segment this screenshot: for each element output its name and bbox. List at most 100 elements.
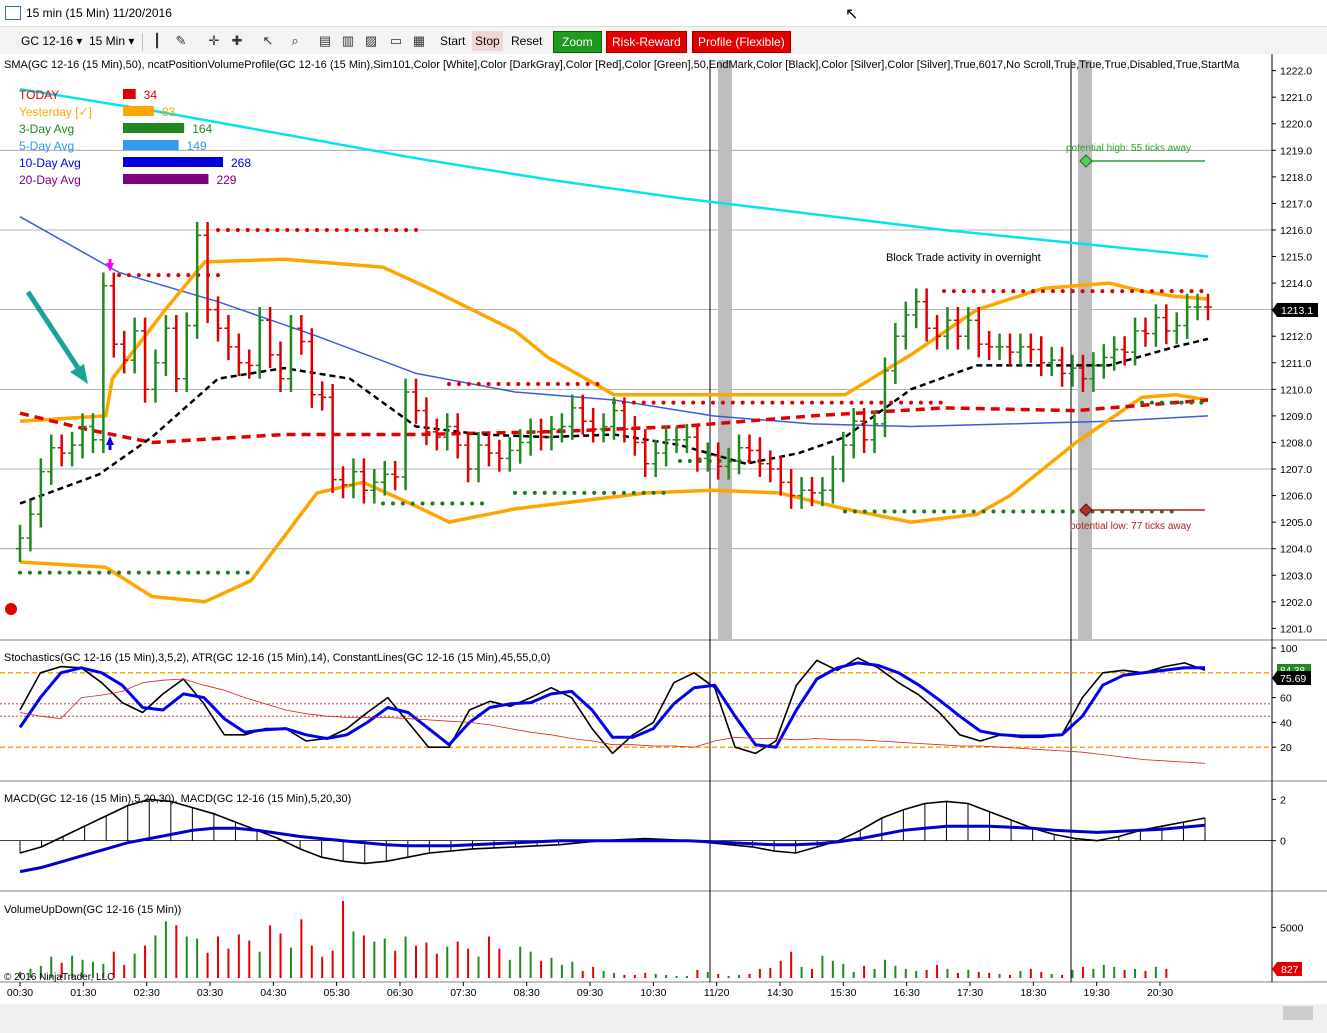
level-dot [585,382,590,387]
price-tick-label: 1202.0 [1280,597,1312,609]
level-dot [829,400,834,405]
price-axes: 1222.0 1221.0 1220.0 1219.0 1218.0 1217.0 1216… [1271,54,1312,982]
price-bar [464,431,473,483]
level-dot [892,509,897,514]
level-dot [216,570,220,575]
time-tick-label: 03:30 [197,987,223,999]
volume-profile-row: 5-Day Avg 149 [19,139,207,153]
level-dot [225,227,230,232]
scrollbar-thumb [1283,1006,1313,1020]
time-tick-label: 07:30 [450,987,476,999]
price-bar [78,413,87,459]
price-bar [662,426,671,467]
instrument-selector[interactable]: GC 12-16 ▾ [21,34,83,48]
chart-area[interactable]: 1222.0 1221.0 1220.0 1219.0 1218.0 1217.0 1216… [0,54,1327,1033]
level-dot [1080,289,1085,294]
price-bar [1183,293,1192,339]
level-dot [374,227,379,232]
level-dot [364,227,369,232]
price-bar [505,437,514,472]
crosshair-icon[interactable]: ✛ [208,33,220,48]
draw-pencil-icon[interactable]: ✎ [175,33,187,48]
level-dot [872,509,877,514]
level-dot [1179,400,1184,405]
risk-reward-button[interactable]: Risk-Reward [606,31,687,53]
price-bar [599,413,608,443]
level-dot [1041,509,1045,514]
candlestick-icon[interactable]: ▥ [341,33,355,48]
chart-style-icon[interactable]: ▤ [318,33,332,48]
level-dot [565,382,570,387]
stoch-tick-label: 20 [1280,742,1292,754]
global-crosshair-icon[interactable]: ✚ [231,33,243,48]
price-bar [974,307,983,358]
stochastics-plot [0,657,1272,764]
level-dot [1070,509,1075,514]
level-dot [146,570,151,575]
price-bar [245,349,254,379]
time-tick-label: 14:30 [767,987,793,999]
price-bar [109,272,118,358]
reset-button[interactable]: Reset [511,34,543,48]
price-bar [349,458,358,499]
time-tick-label: 04:30 [260,987,286,999]
level-dot [942,289,946,294]
stop-button[interactable]: Stop [472,31,503,51]
session-shade [718,60,732,639]
level-dot [661,400,666,405]
level-dot [1100,289,1105,294]
interval-selector[interactable]: 15 Min ▾ [89,34,135,48]
level-dot [107,570,112,575]
level-dot [1199,400,1204,405]
data-box-icon[interactable]: ▭ [389,33,403,48]
level-dot [661,490,666,495]
level-dot [265,227,270,232]
level-dot [136,570,141,575]
level-dot [562,490,567,495]
level-dot [496,382,501,387]
time-tick-label: 10:30 [640,987,666,999]
level-dot [631,400,636,405]
time-axis: 00:30 01:30 02:30 03:30 04:30 05:30 06:30 07:30… [0,982,1327,1033]
level-dot [126,273,131,278]
level-dot [27,570,32,575]
price-bar [234,333,243,377]
price-bar [88,413,97,454]
price-tick-label: 1201.0 [1280,623,1312,635]
price-bar [151,349,160,403]
level-dot [909,400,913,405]
level-dot [889,400,894,405]
level-dot [1041,289,1045,294]
level-dot [1060,509,1065,514]
level-dot [516,382,521,387]
price-bar [630,415,639,456]
zoom-button[interactable]: Zoom [553,31,602,53]
price-bar [26,500,35,552]
level-dot [117,570,121,575]
price-bar [474,431,483,483]
svg-text:TODAY: TODAY [19,88,59,102]
level-dot [902,509,907,514]
level-dot [582,490,587,495]
properties-icon[interactable]: ▦ [412,33,426,48]
time-tick-label: 19:30 [1084,987,1110,999]
level-dot [592,490,597,495]
price-bar [214,296,222,342]
level-dot [315,227,319,232]
level-dot [156,570,161,575]
zoom-box-icon[interactable]: ⌕ [291,33,299,48]
indicator-line [19,257,1209,423]
pointer-icon[interactable]: ↖ [262,33,274,48]
bar-type-icon[interactable]: ┃ [153,33,161,48]
start-button[interactable]: Start [440,34,466,48]
profile-flexible-button[interactable]: Profile (Flexible) [692,31,791,53]
price-bar [703,442,712,472]
level-dot [1021,289,1026,294]
level-dot [1149,400,1154,405]
line-chart-icon[interactable]: ▨ [364,33,378,48]
potential-high-marker-icon [1079,154,1093,168]
level-dot [1001,289,1006,294]
level-dot [146,273,151,278]
price-bar [776,455,785,496]
level-dot [720,400,725,405]
